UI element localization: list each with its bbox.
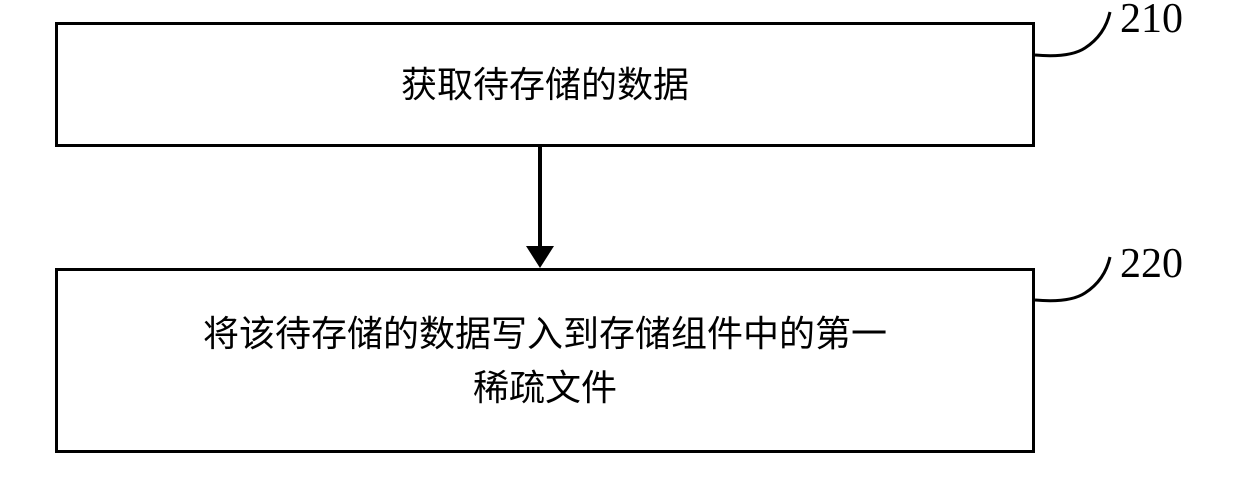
flow-step-220-line1: 将该待存储的数据写入到存储组件中的第一 <box>203 307 887 361</box>
arrow-head-210-to-220 <box>526 246 554 268</box>
flow-step-210-text: 获取待存储的数据 <box>401 58 689 112</box>
label-220: 220 <box>1120 240 1183 288</box>
flow-step-210: 获取待存储的数据 <box>55 22 1035 147</box>
flow-step-220-text: 将该待存储的数据写入到存储组件中的第一 稀疏文件 <box>203 307 887 415</box>
arrow-210-to-220 <box>538 147 542 249</box>
flow-step-220-line2: 稀疏文件 <box>203 361 887 415</box>
label-210: 210 <box>1120 0 1183 43</box>
flow-step-220: 将该待存储的数据写入到存储组件中的第一 稀疏文件 <box>55 268 1035 453</box>
